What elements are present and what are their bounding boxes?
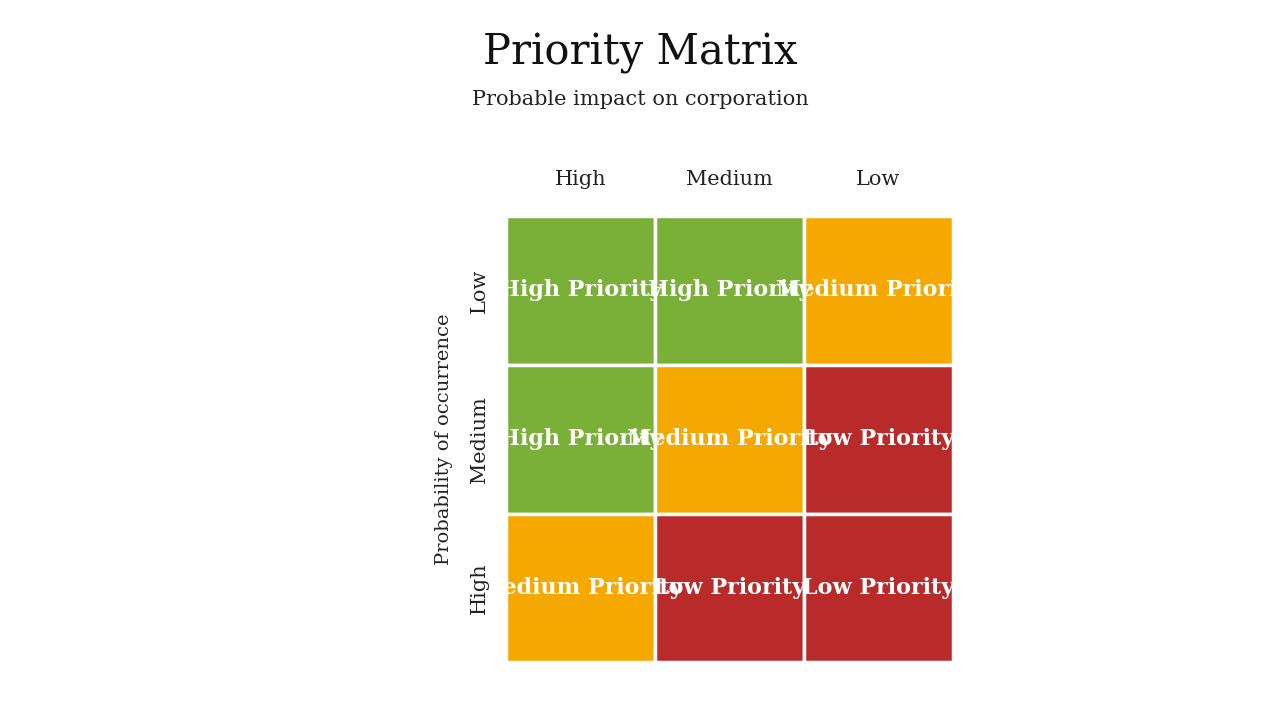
Bar xyxy=(507,216,655,365)
Text: High: High xyxy=(556,170,607,189)
Bar xyxy=(655,365,804,513)
Bar xyxy=(804,513,952,662)
Bar xyxy=(655,513,804,662)
Text: High Priority: High Priority xyxy=(648,279,812,302)
Text: Low: Low xyxy=(856,170,901,189)
Bar xyxy=(804,216,952,365)
Bar xyxy=(507,513,655,662)
Text: Low Priority: Low Priority xyxy=(654,577,805,599)
Text: Medium Priority: Medium Priority xyxy=(776,279,980,302)
Text: Low Priority: Low Priority xyxy=(803,577,955,599)
Text: Low: Low xyxy=(470,269,489,312)
Bar xyxy=(655,216,804,365)
Text: Low Priority: Low Priority xyxy=(803,428,955,450)
Bar xyxy=(804,365,952,513)
Text: Medium Priority: Medium Priority xyxy=(627,428,832,450)
Text: High Priority: High Priority xyxy=(499,279,663,302)
Text: Probability of occurrence: Probability of occurrence xyxy=(435,313,453,565)
Text: Priority Matrix: Priority Matrix xyxy=(483,32,797,74)
Text: Medium Priority: Medium Priority xyxy=(479,577,684,599)
Text: High: High xyxy=(470,562,489,614)
Text: Medium: Medium xyxy=(686,170,773,189)
Bar xyxy=(507,365,655,513)
Text: Medium: Medium xyxy=(470,396,489,482)
Text: Probable impact on corporation: Probable impact on corporation xyxy=(471,90,809,109)
Text: High Priority: High Priority xyxy=(499,428,663,450)
